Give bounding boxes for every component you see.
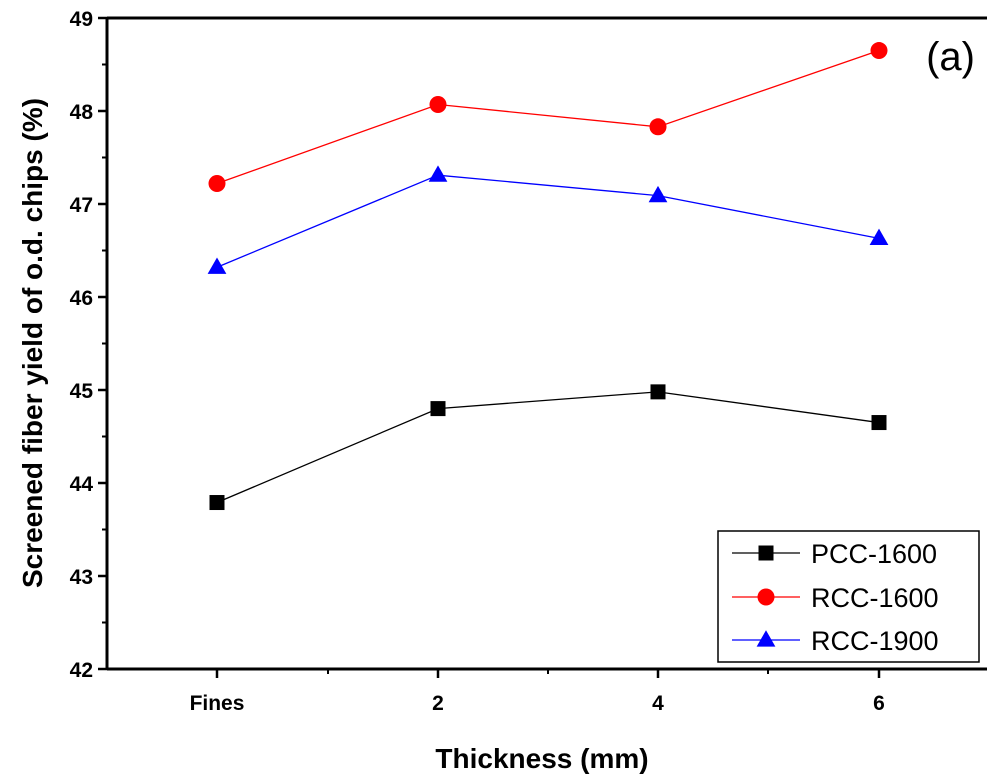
y-tick-label: 47 — [70, 194, 93, 217]
data-point — [209, 495, 225, 511]
series-line — [216, 391, 880, 504]
y-axis-title: Screened fiber yield of o.d. chips (%) — [17, 98, 48, 588]
legend: PCC-1600 RCC-1600 RCC-1900 — [717, 530, 980, 663]
y-tick-label: 44 — [70, 473, 94, 496]
x-tick-label: Fines — [190, 692, 245, 715]
data-point — [428, 165, 448, 182]
data-point — [869, 228, 889, 246]
x-tick-label: 6 — [873, 692, 885, 715]
series-group — [207, 42, 889, 511]
y-tick-label: 49 — [70, 8, 93, 31]
x-tick-label: 2 — [432, 692, 444, 715]
y-tick-label: 42 — [70, 659, 93, 682]
data-point — [429, 95, 447, 113]
legend-label: PCC-1600 — [811, 539, 937, 569]
x-axis-title: Thickness (mm) — [435, 743, 648, 774]
y-tick-label: 45 — [70, 380, 94, 403]
series-line — [216, 174, 880, 268]
data-point — [650, 384, 666, 400]
data-point — [208, 175, 226, 193]
data-point — [871, 415, 887, 431]
data-point — [649, 118, 667, 136]
y-tick-label: 43 — [70, 566, 93, 589]
x-tick-label: 4 — [652, 692, 664, 715]
data-point — [648, 185, 668, 203]
series-rcc-1900 — [207, 165, 889, 274]
y-tick-label: 48 — [70, 101, 94, 124]
series-rcc-1600 — [208, 42, 888, 193]
legend-marker — [756, 630, 776, 647]
legend-label: RCC-1600 — [811, 583, 939, 613]
series-pcc-1600 — [209, 384, 887, 511]
data-point — [430, 401, 446, 417]
data-point — [870, 42, 888, 60]
legend-marker — [758, 545, 774, 561]
series-line — [216, 49, 880, 185]
y-tick-label: 46 — [70, 287, 93, 310]
legend-marker — [757, 588, 775, 606]
data-point — [207, 257, 227, 274]
panel-annotation: (a) — [926, 35, 975, 79]
legend-label: RCC-1900 — [811, 626, 939, 656]
